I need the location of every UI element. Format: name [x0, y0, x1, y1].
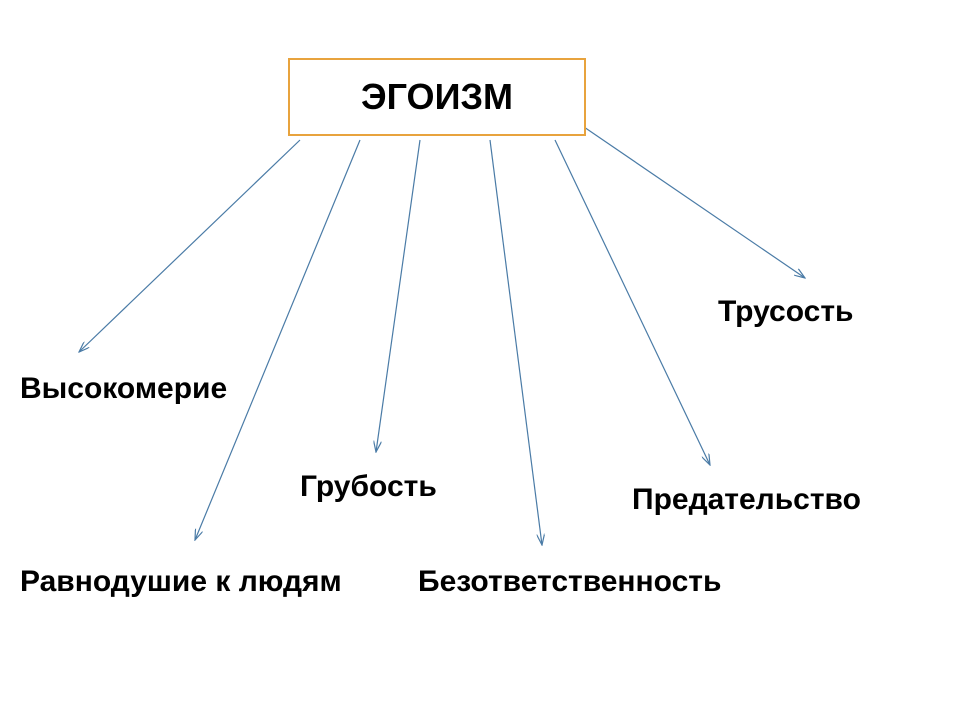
arrow-line: [555, 140, 710, 465]
child-label: Безответственность: [418, 565, 721, 599]
child-label: Предательство: [632, 483, 861, 517]
arrow-line: [376, 140, 420, 452]
arrow-line: [79, 140, 300, 352]
child-label: Высокомерие: [20, 372, 227, 406]
arrow-line: [584, 127, 805, 278]
root-concept-box: ЭГОИЗМ: [288, 58, 586, 136]
root-concept-label: ЭГОИЗМ: [361, 76, 513, 118]
arrow-line: [490, 140, 542, 545]
child-label: Равнодушие к людям: [20, 565, 342, 599]
child-label: Грубость: [300, 470, 437, 504]
child-label: Трусость: [718, 295, 853, 329]
